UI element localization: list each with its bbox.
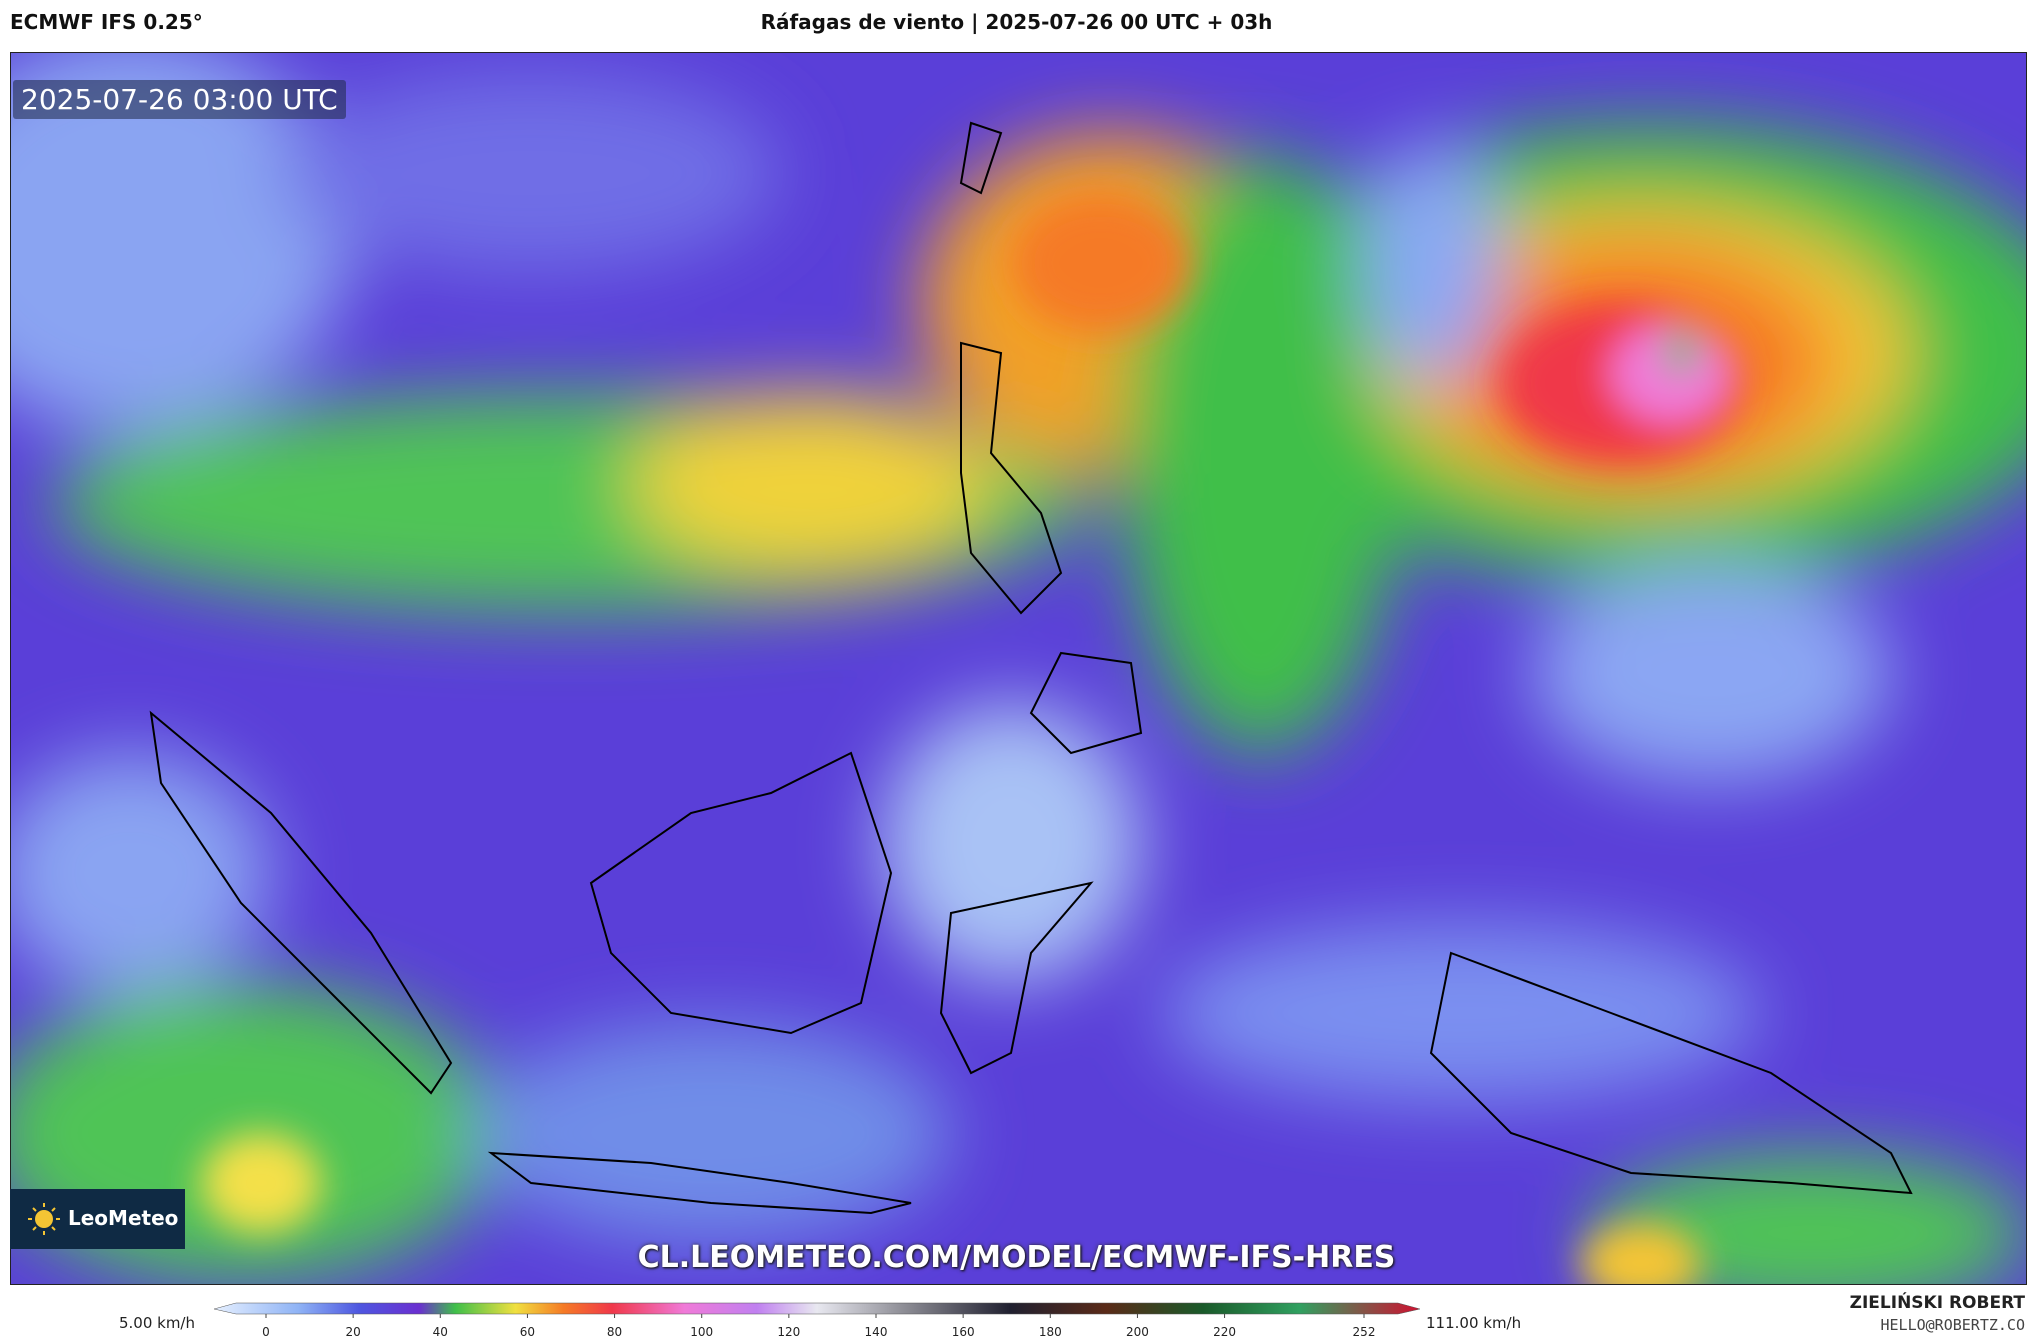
source-url: CL.LEOMETEO.COM/MODEL/ECMWF-IFS-HRES <box>637 1240 1396 1275</box>
legend: 5.00 km/h 111.00 km/h ZIELIŃSKI ROBERT H… <box>119 1291 2026 1339</box>
tick-label: 160 <box>952 1325 975 1339</box>
tick-label: 140 <box>865 1325 888 1339</box>
tick-label: 0 <box>262 1325 270 1339</box>
tick-label: 40 <box>433 1325 448 1339</box>
logo-text: LeoMeteo <box>68 1206 179 1230</box>
tick-label: 60 <box>520 1325 535 1339</box>
logo: LeoMeteo <box>10 1189 185 1249</box>
colorbar <box>213 1302 1421 1315</box>
min-label: 5.00 km/h <box>119 1314 195 1332</box>
tick-label: 80 <box>607 1325 622 1339</box>
wind-gust-map <box>10 52 2027 1285</box>
map-title: Ráfagas de viento | 2025-07-26 00 UTC + … <box>760 10 1273 34</box>
logo-sun <box>28 1203 60 1235</box>
max-label: 111.00 km/h <box>1426 1314 1521 1332</box>
tick-label: 252 <box>1353 1325 1376 1339</box>
valid-time: 2025-07-26 03:00 UTC <box>13 80 346 119</box>
tick-label: 180 <box>1039 1325 1062 1339</box>
model-name: ECMWF IFS 0.25° <box>10 10 203 34</box>
tick-label: 100 <box>690 1325 713 1339</box>
author: ZIELIŃSKI ROBERT <box>1850 1291 2026 1313</box>
email: HELLO@ROBERTZ.CO <box>1881 1316 2026 1334</box>
tick-label: 200 <box>1126 1325 1149 1339</box>
tick-label: 20 <box>346 1325 361 1339</box>
tick-label: 220 <box>1213 1325 1236 1339</box>
map-field <box>11 53 2026 1284</box>
tick-label: 120 <box>777 1325 800 1339</box>
